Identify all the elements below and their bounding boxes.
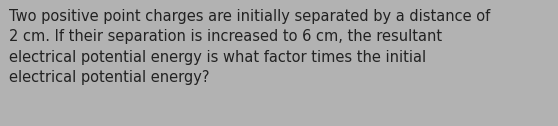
Text: Two positive point charges are initially separated by a distance of
2 cm. If the: Two positive point charges are initially… (9, 9, 490, 85)
